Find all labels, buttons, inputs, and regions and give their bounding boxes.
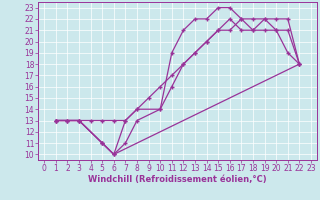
X-axis label: Windchill (Refroidissement éolien,°C): Windchill (Refroidissement éolien,°C) [88, 175, 267, 184]
